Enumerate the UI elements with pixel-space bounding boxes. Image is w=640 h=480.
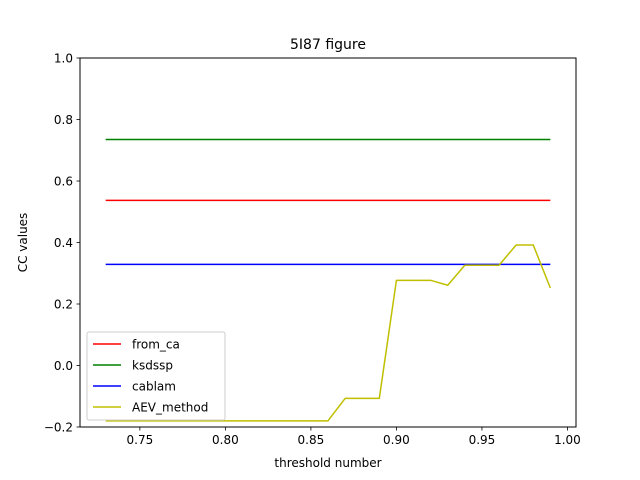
chart-title: 5I87 figure — [290, 37, 366, 53]
x-tick-label: 0.75 — [127, 433, 154, 447]
y-axis-label: CC values — [16, 213, 30, 273]
x-tick-label: 0.80 — [212, 433, 239, 447]
series-layer — [105, 138, 552, 422]
legend-label: AEV_method — [132, 401, 208, 415]
y-tick-label: 0.4 — [54, 236, 73, 250]
legend-box — [86, 331, 226, 421]
x-tick-label: 0.90 — [383, 433, 410, 447]
x-axis-label: threshold number — [274, 456, 381, 470]
legend-label: from_ca — [132, 338, 180, 352]
y-tick-label: 1.0 — [54, 52, 73, 66]
y-tick-label: −0.2 — [44, 421, 73, 435]
legend-label: cablam — [132, 380, 176, 394]
x-tick-label: 0.85 — [298, 433, 325, 447]
y-tick-label: 0.2 — [54, 298, 73, 312]
x-tick-label: 0.95 — [469, 433, 496, 447]
y-axis: −0.2 0.0 0.2 0.4 0.6 0.8 1.0 — [44, 52, 80, 435]
series-line-aev-method — [105, 244, 552, 422]
x-tick-label: 1.00 — [554, 433, 581, 447]
x-axis: 0.75 0.80 0.85 0.90 0.95 1.00 — [127, 427, 581, 447]
y-tick-label: 0.8 — [54, 113, 73, 127]
y-tick-label: 0.6 — [54, 175, 73, 189]
y-tick-label: 0.0 — [54, 359, 73, 373]
legend-label: ksdssp — [132, 359, 173, 373]
